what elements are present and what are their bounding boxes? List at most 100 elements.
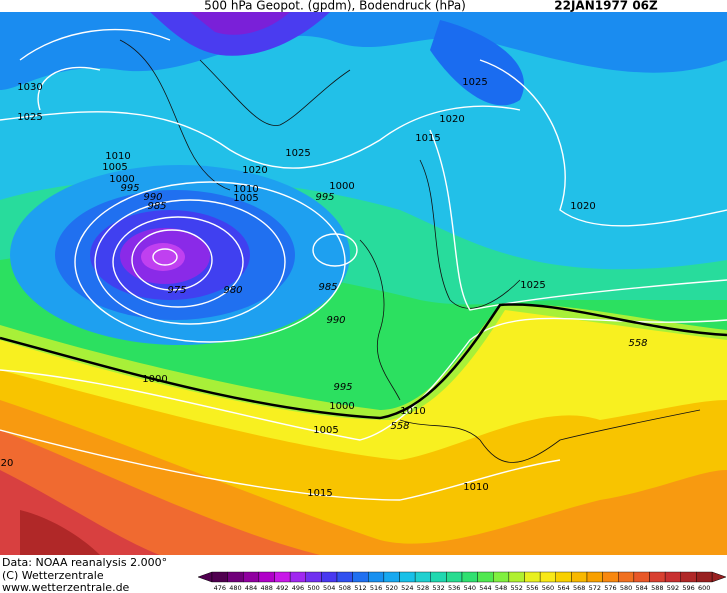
colorbar-label: 492 <box>276 584 288 592</box>
colorbar-swatch <box>633 571 650 583</box>
isobar <box>429 129 727 311</box>
colorbar-label: 500 <box>307 584 319 592</box>
colorbar-swatch <box>586 571 603 583</box>
isobar-label: 990 <box>143 192 162 203</box>
colorbar: 476 480 484 488 492 496 500 504 508 512 516 520 524 5… <box>197 571 727 592</box>
isobar-label: 1010 <box>463 482 488 493</box>
colorbar-label: 600 <box>698 584 710 592</box>
header-band <box>0 0 727 12</box>
colorbar-label: 480 <box>229 584 241 592</box>
colorbar-swatch <box>446 571 463 583</box>
contour-558 <box>0 303 727 420</box>
isobar <box>0 317 727 441</box>
colorbar-swatch <box>461 571 478 583</box>
isobar-label: 1020 <box>570 201 595 212</box>
isobar <box>19 28 171 111</box>
colorbar-swatch <box>414 571 431 583</box>
coastline <box>359 159 521 401</box>
colorbar-label: 576 <box>604 584 616 592</box>
colorbar-label: 516 <box>370 584 382 592</box>
isobar <box>152 248 178 266</box>
colorbar-label: 556 <box>526 584 538 592</box>
colorbar-swatch <box>555 571 572 583</box>
map-field <box>0 12 727 556</box>
colorbar-swatch <box>321 571 338 583</box>
isobar-labels: 1030102510101005100099599098510201025101… <box>1 77 648 499</box>
colorbar-label: 572 <box>589 584 601 592</box>
colorbar-label: 524 <box>401 584 413 592</box>
colorbar-swatch <box>508 571 525 583</box>
isobars <box>0 28 727 501</box>
colorbar-swatch <box>383 571 400 583</box>
colorbar-swatch <box>211 571 228 583</box>
colorbar-swatch <box>696 571 713 583</box>
colorbar-label: 596 <box>682 584 694 592</box>
isobar-label: 1015 <box>307 488 332 499</box>
isobar <box>112 216 244 308</box>
isobar-label: 1020 <box>242 165 267 176</box>
low-5 <box>141 243 185 271</box>
isobar <box>131 229 213 291</box>
colorbar-swatch <box>649 571 666 583</box>
colorbar-label: 580 <box>620 584 632 592</box>
date: 22JAN1977 06Z <box>554 0 658 13</box>
isobar-label: 995 <box>333 382 352 393</box>
isobar-label: 1020 <box>439 114 464 125</box>
colorbar-label: 528 <box>417 584 429 592</box>
colorbar-label: 484 <box>245 584 257 592</box>
colorbar-label: 568 <box>573 584 585 592</box>
colorbar-label: 496 <box>292 584 304 592</box>
colorbar-label: 508 <box>339 584 351 592</box>
colorbar-swatch <box>477 571 494 583</box>
coastlines <box>119 39 701 463</box>
isobar-label: 1005 <box>313 425 338 436</box>
colorbar-label: 512 <box>354 584 366 592</box>
isobar <box>312 233 358 267</box>
isobar-label: 980 <box>223 285 242 296</box>
isobar <box>0 105 521 169</box>
field-blue-2 <box>430 20 524 106</box>
isobar-label: 1000 <box>329 401 354 412</box>
colorbar-swatch <box>336 571 353 583</box>
colorbar-swatch <box>258 571 275 583</box>
isobar-label: 1010 <box>400 406 425 417</box>
colorbar-swatch <box>289 571 306 583</box>
colorbar-label: 520 <box>385 584 397 592</box>
isobar-label: 1010 <box>105 151 130 162</box>
colorbar-label: 540 <box>464 584 476 592</box>
colorbar-swatch <box>493 571 510 583</box>
isobar-label: 995 <box>120 183 139 194</box>
colorbar-swatch <box>399 571 416 583</box>
footer-url: www.wetterzentrale.de <box>2 581 130 593</box>
colorbar-swatch <box>602 571 619 583</box>
isobar-label: 20 <box>1 458 14 469</box>
field-purple <box>190 12 290 35</box>
footer-source: Data: NOAA reanalysis 2.000° <box>2 556 167 569</box>
colorbar-swatch <box>368 571 385 583</box>
colorbar-label: 584 <box>635 584 647 592</box>
isobar-label: 1025 <box>17 112 42 123</box>
colorbar-label: 548 <box>495 584 507 592</box>
isobar-label: 1000 <box>142 374 167 385</box>
colorbar-label: 564 <box>557 584 569 592</box>
colorbar-label: 536 <box>448 584 460 592</box>
colorbar-label: 488 <box>260 584 272 592</box>
isobar-label: 1030 <box>17 82 42 93</box>
isobar-label: 1025 <box>520 280 545 291</box>
field-dark-red <box>20 510 100 555</box>
colorbar-swatch <box>539 571 556 583</box>
colorbar-label: 560 <box>542 584 554 592</box>
colorbar-label: 504 <box>323 584 335 592</box>
isobar-label: 558 <box>628 338 647 349</box>
colorbar-swatch <box>680 571 697 583</box>
isobar-label: 1000 <box>329 181 354 192</box>
colorbar-swatch <box>274 571 291 583</box>
footer-copyright: (C) Wetterzentrale <box>2 569 104 582</box>
colorbar-swatch <box>305 571 322 583</box>
colorbar-label: 544 <box>479 584 491 592</box>
colorbar-swatch <box>571 571 588 583</box>
coastline <box>119 39 351 191</box>
isobar-label: 1000 <box>109 174 134 185</box>
colorbar-swatch <box>664 571 681 583</box>
